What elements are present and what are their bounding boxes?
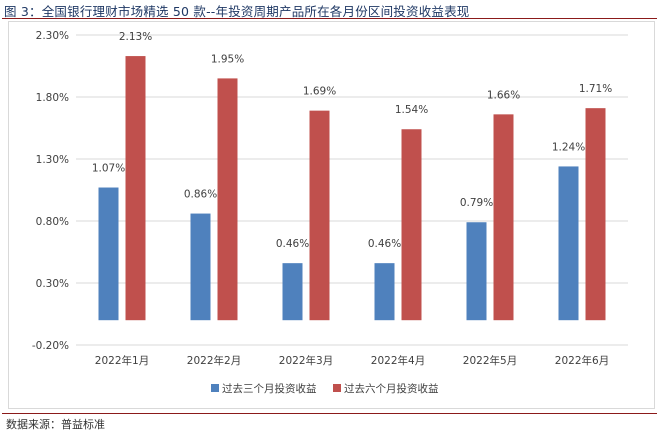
data-label: 1.69% [303, 86, 336, 98]
data-label: 1.54% [395, 104, 428, 116]
y-tick-label: 2.30% [36, 30, 69, 42]
bars [98, 56, 606, 321]
figure-title: 图 3：全国银行理财市场精选 50 款--年投资周期产品所在各月份区间投资收益表… [4, 4, 470, 19]
y-tick-label: 0.30% [36, 278, 69, 290]
bar-six-month [125, 56, 146, 321]
bar-six-month [493, 114, 514, 321]
data-label: 2.13% [119, 31, 152, 43]
y-tick-label: -0.20% [32, 340, 69, 352]
y-tick-label: 1.80% [36, 92, 69, 104]
x-tick-label: 2022年5月 [463, 354, 517, 367]
data-label: 0.46% [368, 238, 401, 250]
chart-frame [8, 21, 655, 409]
legend-label: 过去六个月投资收益 [344, 382, 439, 395]
data-label: 1.71% [579, 83, 612, 95]
gridlines [76, 34, 628, 346]
legend: 过去三个月投资收益 过去六个月投资收益 [211, 382, 439, 395]
x-axis-ticks: 2022年1月 2022年2月 2022年3月 2022年4月 2022年5月 2022年… [95, 354, 609, 367]
x-tick-label: 2022年4月 [371, 354, 425, 367]
bar-three-month [466, 222, 487, 321]
source-divider [2, 413, 657, 414]
x-tick-label: 2022年3月 [279, 354, 333, 367]
y-tick-label: 0.80% [36, 216, 69, 228]
data-label: 1.95% [211, 53, 244, 65]
bar-six-month [585, 108, 606, 321]
bar-three-month [98, 187, 119, 321]
data-label: 1.66% [487, 89, 520, 101]
y-axis-ticks: -0.20% 0.30% 0.80% 1.30% 1.80% 2.30% [32, 30, 69, 352]
legend-swatch [333, 384, 341, 392]
data-label: 1.24% [552, 141, 585, 153]
bar-three-month [374, 263, 395, 321]
x-tick-label: 2022年6月 [555, 354, 609, 367]
y-tick-label: 1.30% [36, 154, 69, 166]
bar-six-month [217, 78, 238, 321]
data-label: 0.46% [276, 238, 309, 250]
data-labels: 1.07% 2.13% 0.86% 1.95% 0.46% 1.69% 0.46% 1.54%… [92, 31, 612, 250]
x-tick-label: 2022年2月 [187, 354, 241, 367]
legend-swatch [211, 384, 219, 392]
bar-three-month [282, 263, 303, 321]
bar-six-month [309, 110, 330, 321]
source-note: 数据来源：普益标准 [6, 418, 105, 431]
data-label: 0.86% [184, 189, 217, 201]
title-divider [2, 18, 657, 19]
bar-six-month [401, 129, 422, 321]
data-label: 0.79% [460, 197, 493, 209]
x-tick-label: 2022年1月 [95, 354, 149, 367]
data-label: 1.07% [92, 163, 125, 175]
legend-label: 过去三个月投资收益 [222, 382, 317, 395]
bar-three-month [558, 166, 579, 321]
bar-three-month [190, 213, 211, 321]
